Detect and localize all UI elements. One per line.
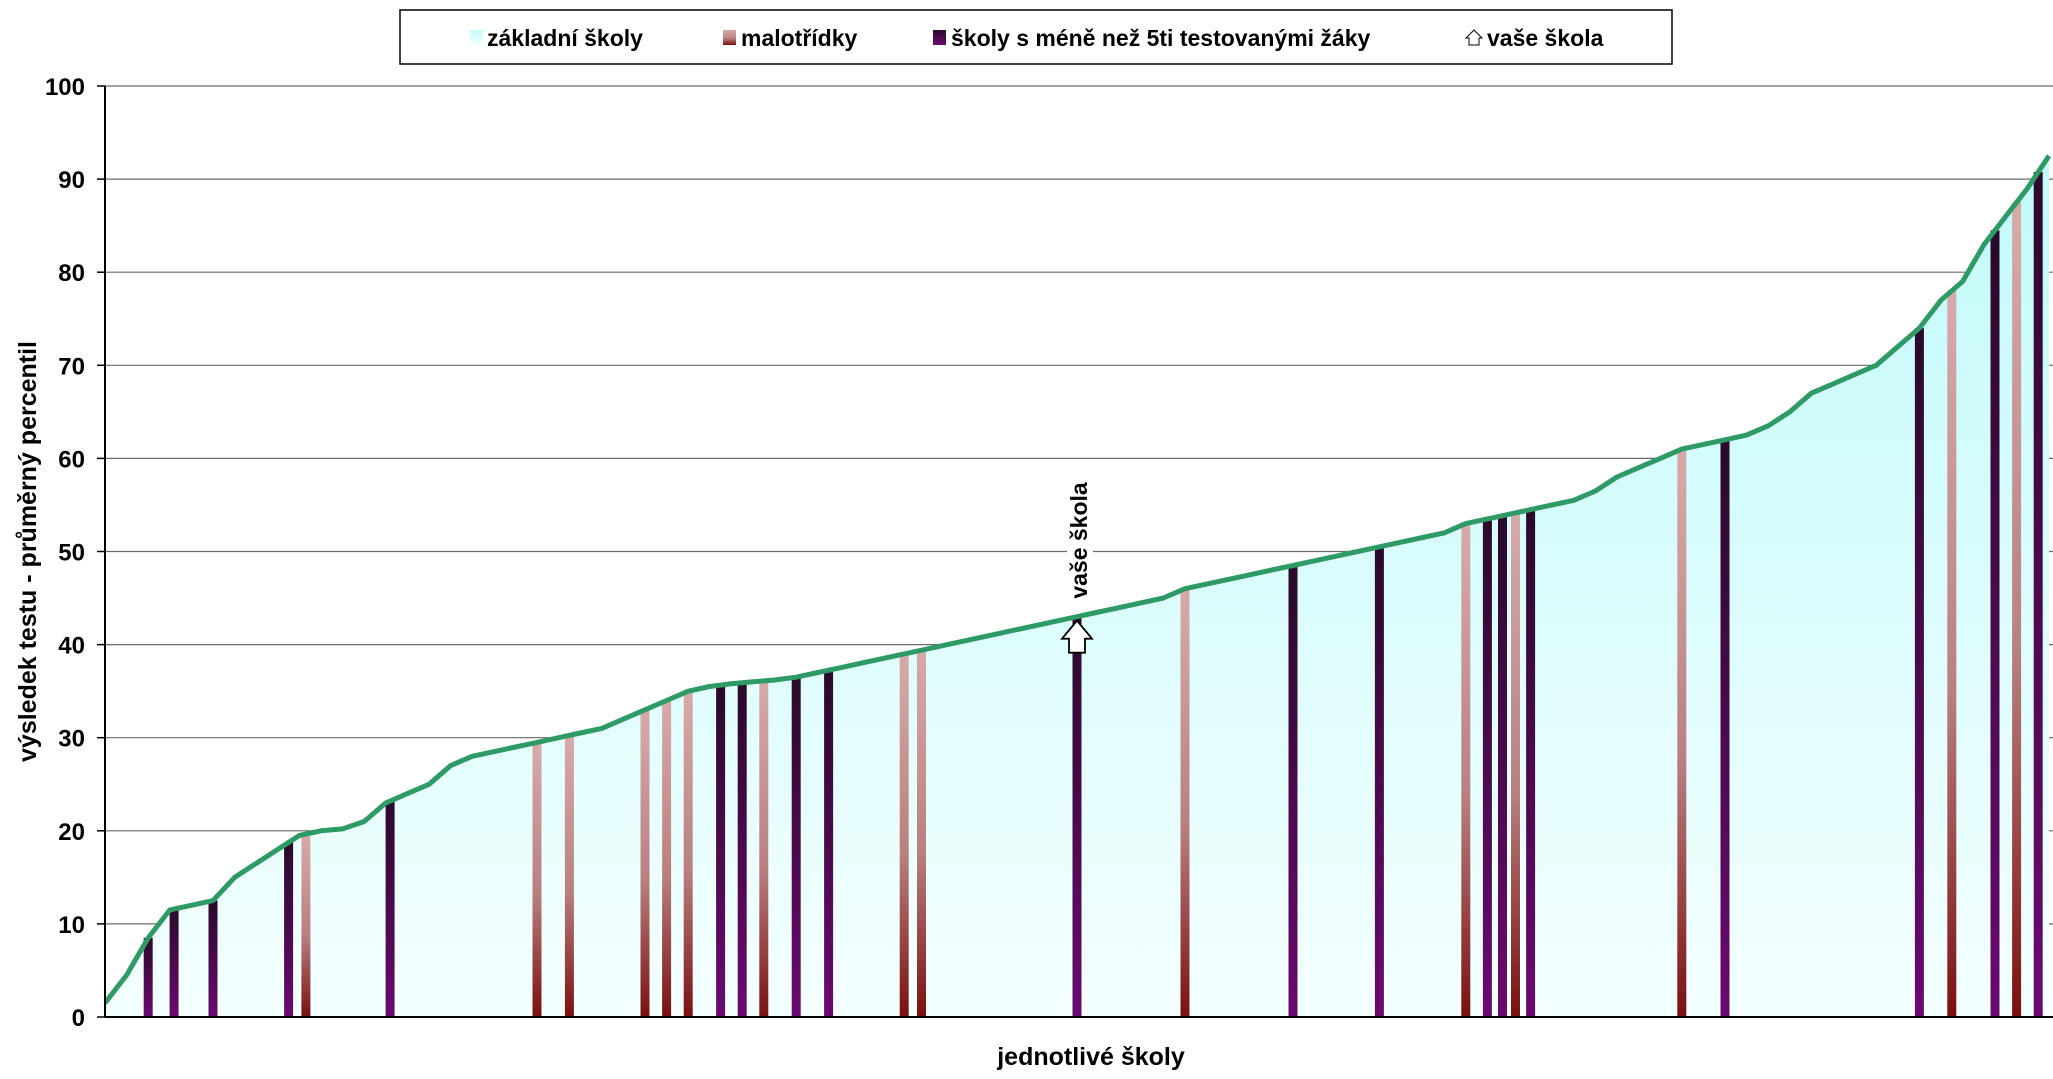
your-school-label: vaše škola — [1066, 482, 1092, 599]
bar-mt-25 — [1511, 512, 1520, 1017]
axes — [104, 86, 2053, 1018]
legend-item-malotridky: malotřídky — [723, 25, 858, 51]
y-tick-label-20: 20 — [58, 819, 85, 846]
legend-swatch-zakladni-skoly — [470, 30, 483, 45]
bar-mt-30 — [1947, 290, 1957, 1017]
legend-swatch-skoly-mene-5 — [933, 30, 946, 45]
bar-mt-13 — [759, 680, 769, 1017]
plot-area — [105, 154, 2052, 1017]
bar-mt-4 — [301, 834, 311, 1017]
bar-mt-6 — [532, 742, 542, 1017]
legend-label-skoly-mene-5: školy s méně než 5ti testovanými žáky — [951, 25, 1371, 51]
legend-house-icon — [1464, 29, 1484, 46]
legend-item-zakladni-skoly: základní školy — [470, 25, 643, 51]
y-tick-label-30: 30 — [58, 726, 85, 753]
legend: základní školy malotřídky školy s méně n… — [399, 9, 1673, 65]
bar-mt-27 — [1677, 449, 1687, 1017]
bar-mt-22 — [1461, 523, 1471, 1017]
bar-mt-10 — [683, 691, 693, 1017]
your-school-house-icon — [1060, 619, 1094, 654]
y-tick-label-60: 60 — [58, 446, 85, 473]
your-school-label-bg — [1067, 468, 1093, 605]
bar-lt5-21 — [1374, 546, 1384, 1017]
y-tick-label-90: 90 — [58, 167, 85, 194]
bar-mt-32 — [2012, 202, 2022, 1017]
bar-mt-17 — [917, 650, 926, 1017]
bar-lt5-29 — [1914, 328, 1924, 1017]
bar-lt5-11 — [716, 685, 726, 1017]
your-school-marker: vaše škola — [1060, 468, 1094, 654]
y-tick-label-70: 70 — [58, 353, 85, 380]
bar-lt5-2 — [208, 900, 218, 1017]
bar-lt5-15 — [824, 670, 834, 1017]
y-tick-label-50: 50 — [58, 540, 85, 567]
bar-lt5-24 — [1498, 515, 1507, 1017]
y-tick-label-0: 0 — [72, 1005, 85, 1032]
bar-lt5-12 — [737, 682, 747, 1017]
y-tick-label-100: 100 — [45, 74, 85, 101]
legend-swatch-malotridky — [723, 30, 736, 45]
bar-mt-7 — [564, 735, 574, 1017]
y-tick-label-40: 40 — [58, 633, 85, 660]
area-fill-zakladni-skoly — [105, 155, 2049, 1017]
y-axis-label: výsledek testu - průměrný percentil — [14, 341, 42, 762]
bar-mt-8 — [640, 709, 650, 1017]
bar-lt5-20 — [1288, 565, 1298, 1017]
bar-lt5-26 — [1526, 509, 1536, 1017]
bar-lt5-18 — [1072, 616, 1082, 1017]
x-axis-label: jednotlivé školy — [996, 1043, 1185, 1071]
bar-lt5-28 — [1720, 439, 1730, 1017]
y-tick-label-80: 80 — [58, 260, 85, 287]
y-tick-label-10: 10 — [58, 912, 85, 939]
highlight-bars — [143, 172, 2043, 1017]
bar-lt5-3 — [284, 842, 294, 1017]
legend-label-zakladni-skoly: základní školy — [487, 25, 643, 51]
bar-lt5-14 — [791, 677, 801, 1017]
sorted-result-curve — [105, 154, 2052, 1005]
bar-mt-16 — [899, 653, 909, 1017]
legend-label-malotridky: malotřídky — [741, 25, 858, 51]
bar-mt-19 — [1180, 588, 1190, 1017]
bar-lt5-1 — [169, 909, 179, 1017]
bar-lt5-23 — [1482, 518, 1492, 1017]
legend-item-skoly-mene-5: školy s méně než 5ti testovanými žáky — [933, 25, 1371, 51]
legend-box — [399, 9, 1673, 65]
bar-lt5-5 — [385, 801, 395, 1017]
bar-lt5-0 — [143, 937, 153, 1017]
y-tick-labels: 0 10 20 30 40 50 60 70 80 90 100 — [45, 74, 85, 1032]
bar-mt-9 — [662, 700, 672, 1017]
legend-label-vase-skola: vaše škola — [1487, 25, 1604, 51]
legend-item-vase-skola: vaše škola — [1464, 25, 1604, 51]
bar-lt5-31 — [1990, 230, 2000, 1017]
bar-lt5-33 — [2033, 172, 2043, 1017]
